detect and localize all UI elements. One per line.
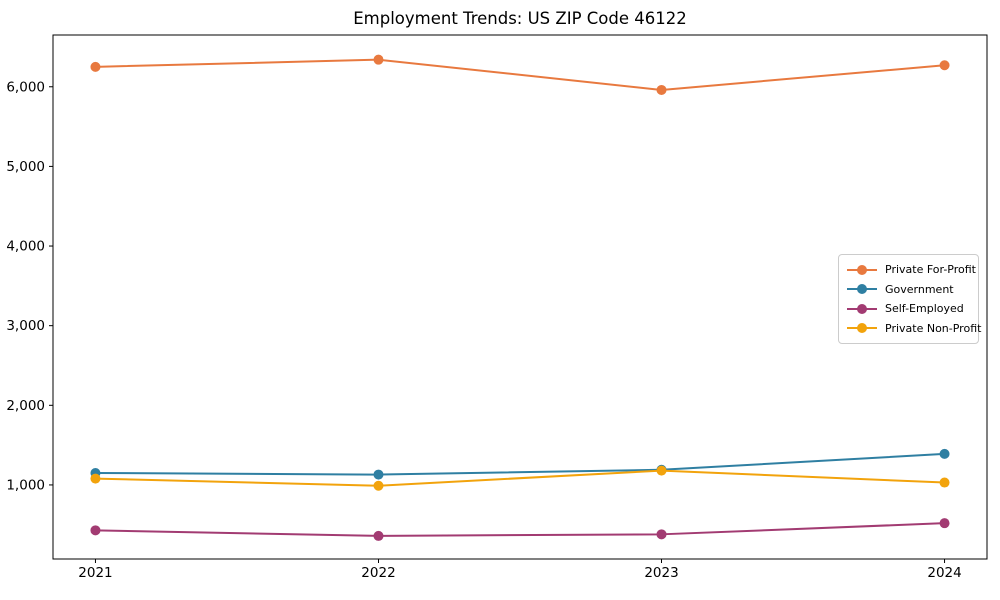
svg-text:4,000: 4,000 bbox=[6, 239, 45, 255]
svg-text:5,000: 5,000 bbox=[6, 159, 45, 175]
svg-text:2024: 2024 bbox=[927, 565, 961, 581]
legend-item-self-employed: Self-Employed bbox=[847, 299, 970, 319]
legend: Private For-Profit Government Self-Emplo… bbox=[838, 254, 981, 344]
legend-dot-marker bbox=[857, 284, 867, 295]
chart-title: Employment Trends: US ZIP Code 46122 bbox=[353, 9, 687, 28]
svg-text:2,000: 2,000 bbox=[6, 398, 45, 414]
svg-text:2021: 2021 bbox=[78, 565, 112, 581]
legend-label: Private For-Profit bbox=[885, 263, 976, 277]
legend-dot-marker bbox=[857, 303, 867, 314]
legend-line-marker bbox=[847, 284, 877, 295]
legend-item-private-non-profit: Private Non-Profit bbox=[847, 319, 981, 339]
svg-text:3,000: 3,000 bbox=[6, 318, 45, 334]
svg-text:2023: 2023 bbox=[644, 565, 678, 581]
legend-line-marker bbox=[847, 303, 877, 314]
svg-text:1,000: 1,000 bbox=[6, 477, 45, 493]
legend-item-government: Government bbox=[847, 280, 970, 300]
legend-line-marker bbox=[847, 264, 877, 275]
legend-label: Private Non-Profit bbox=[885, 321, 982, 335]
svg-text:2022: 2022 bbox=[361, 565, 395, 581]
legend-line-marker bbox=[847, 323, 877, 334]
legend-item-private-for-profit: Private For-Profit bbox=[847, 260, 976, 280]
legend-dot-marker bbox=[857, 264, 867, 275]
legend-label: Self-Employed bbox=[885, 302, 964, 316]
svg-text:6,000: 6,000 bbox=[6, 79, 45, 95]
legend-label: Government bbox=[885, 282, 954, 296]
legend-dot-marker bbox=[857, 323, 867, 334]
